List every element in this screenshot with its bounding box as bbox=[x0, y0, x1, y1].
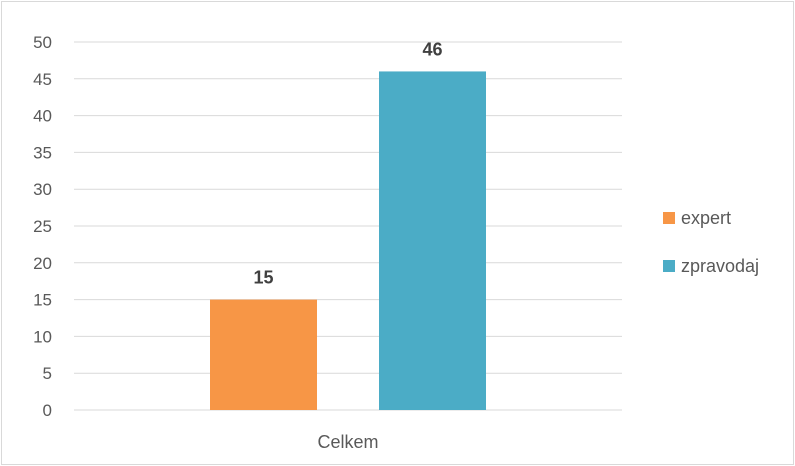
bar-expert bbox=[210, 299, 317, 410]
data-label-expert: 15 bbox=[253, 268, 273, 288]
y-tick-label: 45 bbox=[33, 70, 52, 89]
y-tick-label: 25 bbox=[33, 217, 52, 236]
legend-swatch-expert bbox=[663, 212, 675, 224]
gridlines bbox=[74, 41, 622, 411]
y-tick-label: 10 bbox=[33, 327, 52, 346]
bars bbox=[210, 71, 486, 410]
legend-swatch-zpravodaj bbox=[663, 260, 675, 272]
legend: expert zpravodaj bbox=[663, 208, 759, 276]
x-axis-category-labels: Celkem bbox=[317, 432, 378, 452]
category-label: Celkem bbox=[317, 432, 378, 452]
y-tick-label: 20 bbox=[33, 254, 52, 273]
y-axis-tick-labels: 0 5 10 15 20 25 30 35 40 45 50 bbox=[33, 33, 52, 420]
bar-zpravodaj bbox=[379, 71, 486, 410]
y-tick-label: 0 bbox=[43, 401, 52, 420]
y-tick-label: 35 bbox=[33, 143, 52, 162]
y-tick-label: 50 bbox=[33, 33, 52, 52]
legend-label-zpravodaj: zpravodaj bbox=[681, 256, 759, 276]
y-tick-label: 30 bbox=[33, 180, 52, 199]
y-tick-label: 40 bbox=[33, 107, 52, 126]
y-tick-label: 15 bbox=[33, 291, 52, 310]
data-label-zpravodaj: 46 bbox=[422, 39, 442, 59]
y-tick-label: 5 bbox=[43, 364, 52, 383]
legend-label-expert: expert bbox=[681, 208, 731, 228]
